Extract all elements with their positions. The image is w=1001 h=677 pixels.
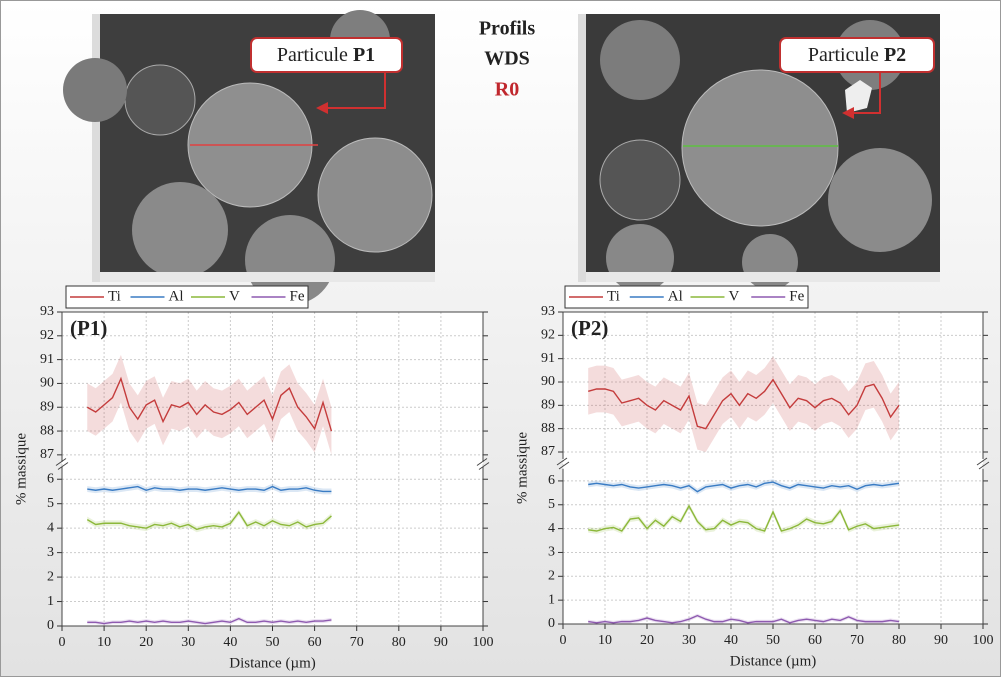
y-tick-label: 3 — [47, 545, 54, 560]
uncertainty-band — [588, 479, 899, 495]
legend-label: Fe — [290, 288, 305, 304]
x-tick-label: 10 — [598, 633, 612, 648]
sem-image-1: Particule P1 — [63, 10, 435, 305]
x-tick-label: 70 — [850, 633, 864, 648]
y-tick-label: 4 — [47, 520, 54, 535]
particle-name: P2 — [884, 44, 906, 66]
x-axis-title: Distance (µm) — [229, 655, 316, 671]
series-line — [86, 511, 332, 531]
y-tick-label: 1 — [47, 594, 54, 609]
x-tick-label: 0 — [59, 635, 66, 650]
uncertainty-band — [588, 356, 899, 452]
y-tick-label: 1 — [548, 592, 555, 607]
x-tick-label: 30 — [181, 635, 195, 650]
axis-break — [55, 458, 69, 470]
x-tick-label: 40 — [223, 635, 237, 650]
legend-label: Al — [668, 288, 683, 304]
y-tick-label: 87 — [541, 444, 555, 459]
y-tick-label: 88 — [541, 421, 555, 436]
y-tick-label: 5 — [47, 496, 54, 511]
legend-label: Ti — [108, 288, 121, 304]
y-tick-label: 6 — [47, 471, 54, 486]
x-tick-label: 20 — [139, 635, 153, 650]
legend-label: Al — [169, 288, 184, 304]
y-tick-label: 87 — [40, 447, 54, 462]
y-tick-label: 4 — [548, 521, 555, 536]
axis-break — [976, 457, 990, 470]
uncertainty-band — [87, 616, 332, 626]
uncertainty-band — [87, 354, 332, 455]
x-tick-label: 80 — [892, 633, 906, 648]
title: Profils — [479, 18, 536, 40]
y-tick-label: 88 — [40, 423, 54, 438]
sample-name: R0 — [495, 79, 519, 101]
y-tick-label: 92 — [541, 328, 555, 343]
y-tick-label: 0 — [47, 618, 54, 633]
series-line — [86, 376, 333, 432]
panel-label: (P2) — [571, 316, 608, 340]
y-tick-label: 89 — [40, 399, 54, 414]
y-tick-label: 3 — [548, 545, 555, 560]
label-text: Particule — [277, 44, 348, 66]
x-tick-label: 90 — [934, 633, 948, 648]
legend-label: Ti — [607, 288, 620, 304]
axis-frame — [61, 311, 484, 627]
axis-frame — [562, 311, 984, 625]
x-axis-title: Distance (µm) — [730, 653, 817, 669]
x-tick-label: 60 — [808, 633, 822, 648]
x-tick-label: 30 — [682, 633, 696, 648]
y-tick-label: 2 — [47, 569, 54, 584]
x-tick-label: 0 — [560, 633, 567, 648]
label-text: Particule — [808, 44, 879, 66]
legend-box — [564, 285, 809, 309]
series-line — [87, 485, 332, 493]
subtitle: WDS — [484, 48, 530, 70]
x-tick-label: 50 — [766, 633, 780, 648]
series-line — [588, 504, 900, 532]
legend-box — [65, 285, 309, 309]
x-tick-label: 40 — [724, 633, 738, 648]
legend-label: V — [229, 288, 240, 304]
x-tick-label: 60 — [308, 635, 322, 650]
y-tick-label: 2 — [548, 569, 555, 584]
y-tick-label: 91 — [40, 352, 54, 367]
series-line — [588, 378, 900, 430]
legend-label: Fe — [789, 288, 804, 304]
x-tick-label: 100 — [973, 633, 994, 648]
y-axis-title: % massique — [13, 433, 29, 505]
uncertainty-band — [588, 503, 899, 534]
series-line — [588, 481, 900, 493]
panel-label: (P1) — [70, 316, 107, 340]
y-tick-label: 90 — [541, 374, 555, 389]
y-tick-label: 93 — [541, 304, 555, 319]
series-line — [87, 617, 332, 625]
y-tick-label: 92 — [40, 328, 54, 343]
legend-label: V — [729, 288, 740, 304]
y-tick-label: 0 — [548, 616, 555, 631]
x-tick-label: 10 — [97, 635, 111, 650]
axis-break — [476, 458, 490, 470]
x-tick-label: 90 — [434, 635, 448, 650]
series-line — [588, 614, 900, 624]
x-tick-label: 70 — [350, 635, 364, 650]
y-tick-label: 5 — [548, 497, 555, 512]
y-tick-label: 90 — [40, 376, 54, 391]
x-tick-label: 20 — [640, 633, 654, 648]
y-tick-label: 6 — [548, 473, 555, 488]
image-label: Particule P1 — [277, 44, 375, 66]
x-tick-label: 80 — [392, 635, 406, 650]
y-tick-label: 93 — [40, 304, 54, 319]
y-axis-title: % massique — [514, 432, 530, 504]
y-tick-label: 91 — [541, 351, 555, 366]
axis-break — [556, 457, 570, 470]
x-tick-label: 50 — [266, 635, 280, 650]
y-tick-label: 89 — [541, 398, 555, 413]
sem-image-2: Particule P2 — [578, 14, 940, 292]
image-label: Particule P2 — [808, 44, 906, 66]
particle-name: P1 — [353, 44, 375, 66]
x-tick-label: 100 — [473, 635, 494, 650]
